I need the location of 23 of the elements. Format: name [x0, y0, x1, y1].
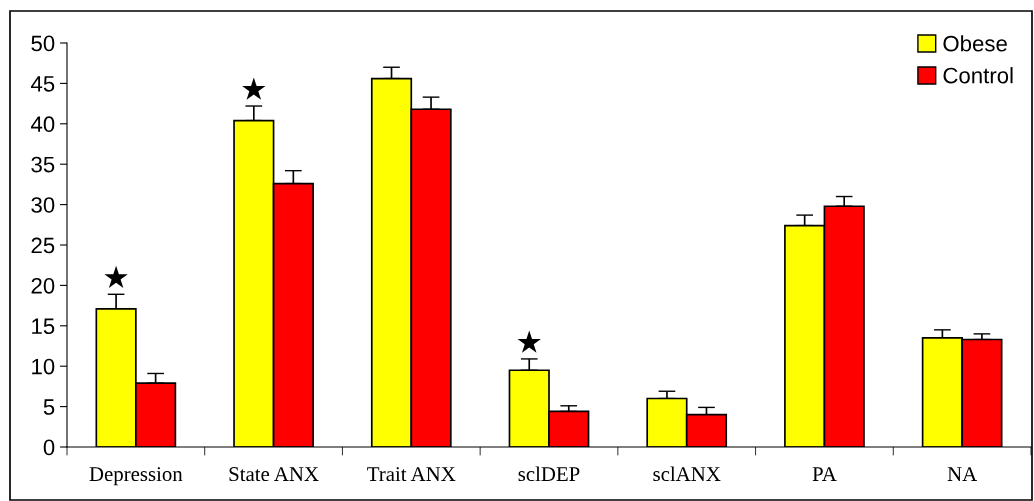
y-tick-label: 5: [43, 399, 55, 415]
x-tick-label: Trait ANX: [367, 467, 456, 482]
x-tick-label: State ANX: [229, 467, 319, 482]
x-tick-label: sclDEP: [518, 466, 580, 482]
legend-label: Obese: [943, 35, 1007, 52]
annotation: ★: [104, 265, 128, 289]
y-tick-label: 40: [30, 116, 55, 133]
y-tick-label: 10: [32, 358, 55, 375]
legend-label: Control: [943, 67, 1013, 84]
x-tick-label: NA: [947, 467, 978, 481]
y-tick-label: 35: [31, 156, 55, 173]
x-tick-label: Depression: [89, 467, 183, 486]
y-tick-label: 30: [31, 197, 55, 213]
y-tick-label: 0: [43, 439, 55, 456]
y-tick-label: 50: [31, 35, 55, 52]
x-tick-label: PA: [812, 467, 837, 481]
y-tick-label: 45: [30, 76, 55, 92]
annotation: ★: [517, 330, 541, 353]
y-tick-label: 25: [31, 237, 55, 254]
annotation: ★: [242, 77, 266, 100]
x-tick-label: sclANX: [653, 466, 721, 482]
y-tick-label: 20: [31, 277, 55, 294]
y-tick-label: 15: [32, 318, 55, 335]
